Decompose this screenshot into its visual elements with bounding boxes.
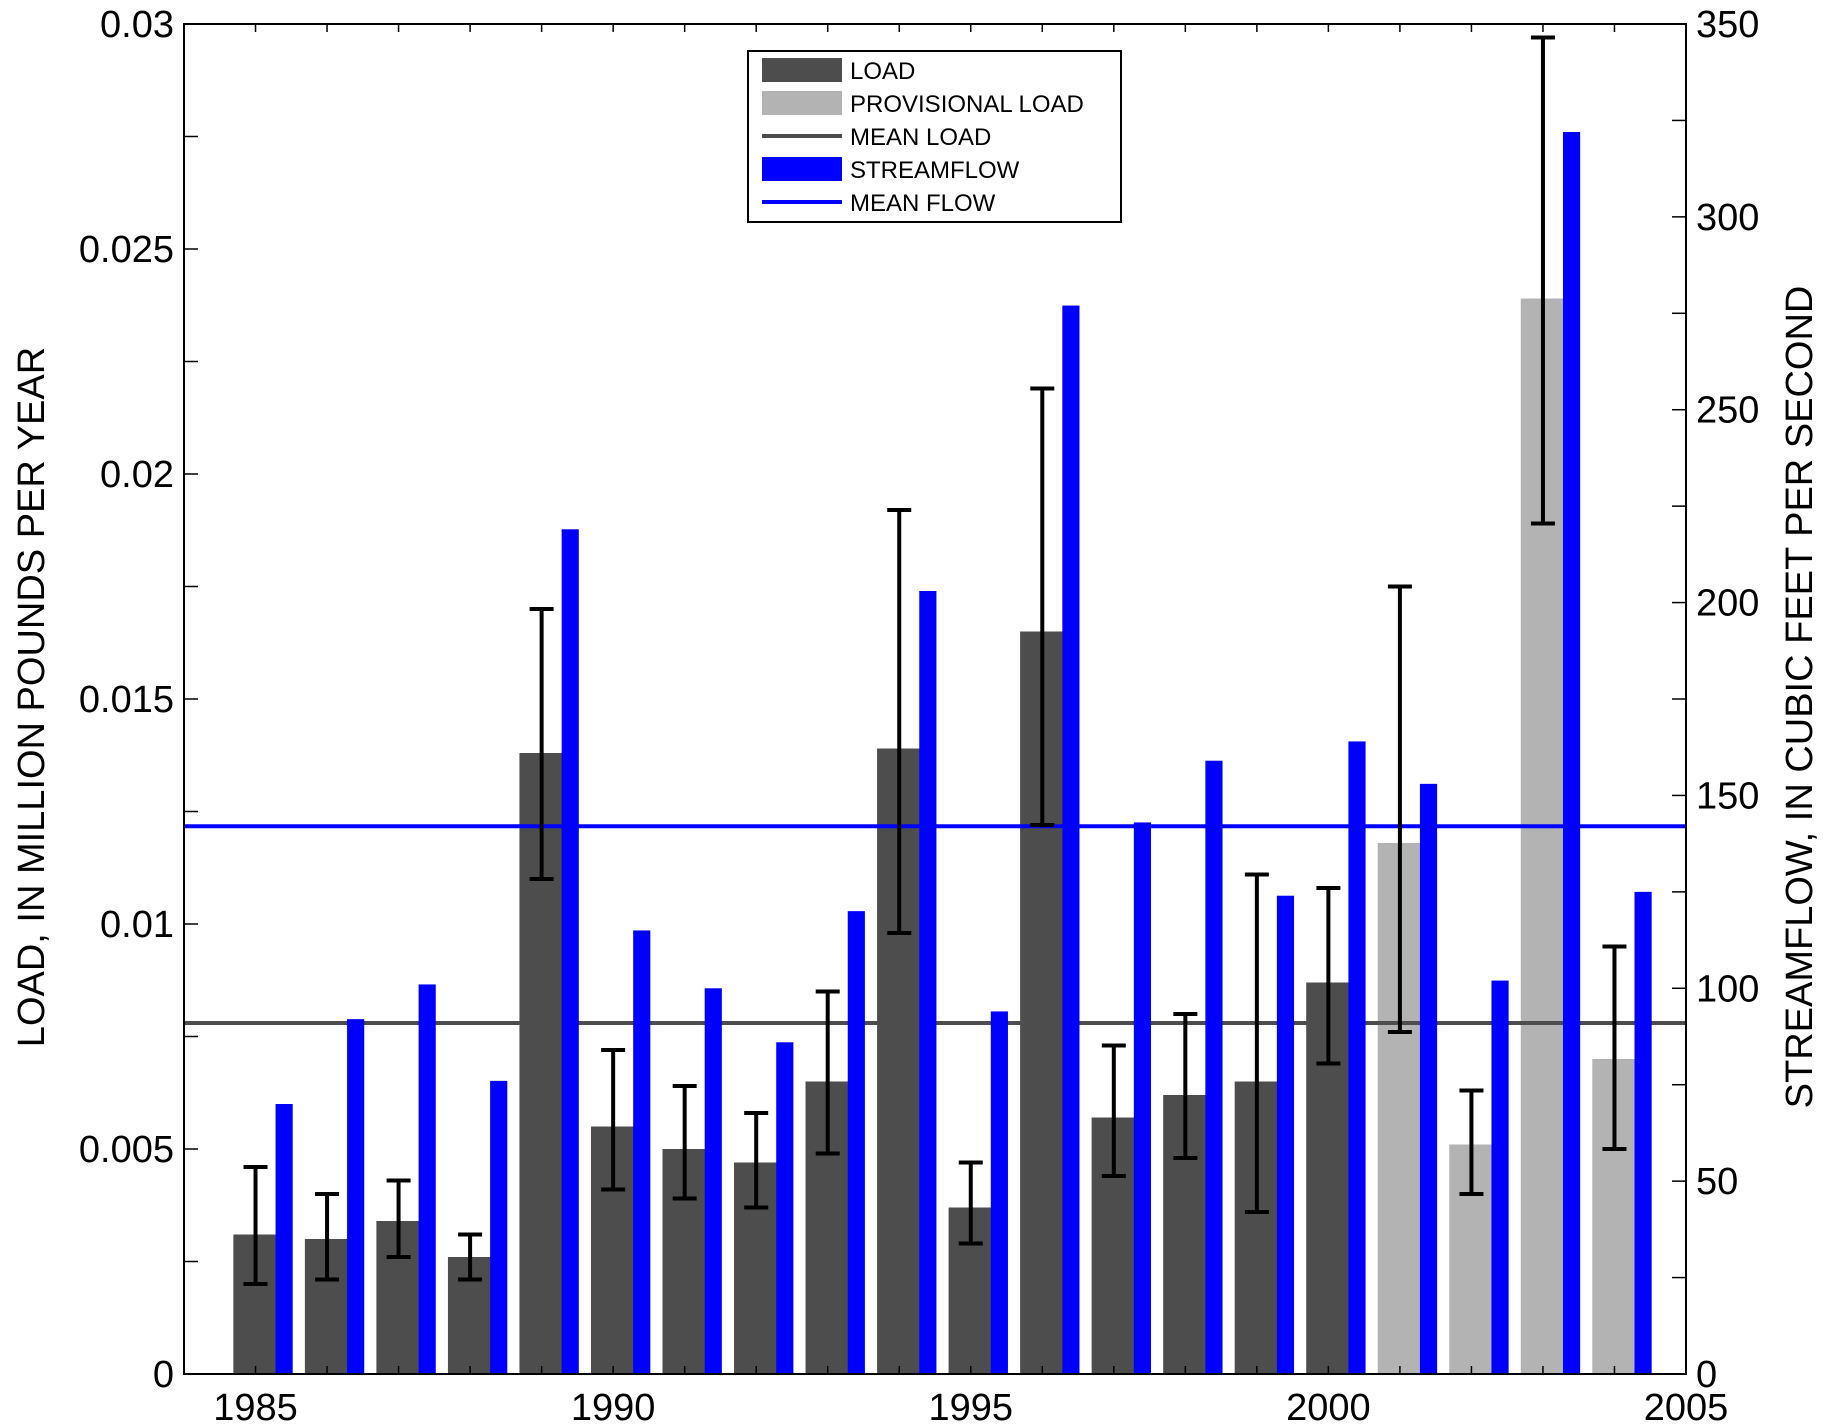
streamflow-bar <box>704 988 722 1374</box>
streamflow-bar <box>990 1011 1008 1374</box>
streamflow-bar <box>347 1019 365 1374</box>
plot-area <box>184 35 1686 1375</box>
load-error-bar <box>1030 386 1055 827</box>
legend-swatch-provisional-load <box>762 91 842 115</box>
streamflow-bar <box>418 984 436 1374</box>
y-tick-label-left: 0.01 <box>100 904 174 946</box>
axes: 1985 1990 1995 2000 200500.0050.010.0150.020… <box>79 4 1760 1427</box>
x-tick-label: 1990 <box>571 1387 656 1427</box>
streamflow-bar <box>1133 822 1152 1374</box>
x-tick-label: 2000 <box>1286 1387 1371 1427</box>
load-error-bar <box>458 1232 483 1282</box>
streamflow-bar <box>1205 760 1223 1374</box>
load-error-bar <box>243 1165 268 1286</box>
y-tick-label-right: 300 <box>1696 197 1759 239</box>
load-error-bar <box>1316 886 1341 1066</box>
streamflow-bar <box>490 1080 508 1374</box>
y-tick-label-right: 150 <box>1696 775 1759 817</box>
load-error-bar <box>1530 35 1555 526</box>
y-tick-label-left: 0.015 <box>79 679 174 721</box>
y-tick-label-left: 0.02 <box>100 454 174 496</box>
legend-label-streamflow: STREAMFLOW <box>850 157 1020 184</box>
load-error-bar <box>315 1192 340 1282</box>
streamflow-bar <box>561 529 579 1374</box>
streamflow-bar <box>776 1042 794 1374</box>
streamflow-bar <box>633 930 651 1374</box>
load-error-bar <box>1602 944 1627 1151</box>
load-error-bar <box>601 1048 626 1192</box>
x-tick-label: 1985 <box>213 1387 298 1427</box>
legend-label-mean-load: MEAN LOAD <box>850 124 991 151</box>
load-error-bar <box>1101 1043 1126 1178</box>
streamflow-bar <box>1634 891 1652 1374</box>
load-error-bar <box>958 1160 983 1246</box>
load-error-bar <box>815 989 840 1156</box>
y-tick-label-right: 0 <box>1696 1354 1717 1396</box>
streamflow-bar <box>1062 305 1080 1375</box>
load-error-bar <box>672 1084 697 1201</box>
streamflow-bar <box>847 911 865 1374</box>
load-error-bar <box>1173 1012 1198 1160</box>
y-tick-label-right: 50 <box>1696 1161 1738 1203</box>
legend-label-mean-flow: MEAN FLOW <box>850 190 996 217</box>
x-tick-label: 2005 <box>1644 1387 1729 1427</box>
legend-label-provisional-load: PROVISIONAL LOAD <box>850 91 1084 118</box>
y-tick-label-left: 0 <box>153 1354 174 1396</box>
y-tick-label-left: 0.03 <box>100 4 174 46</box>
y-tick-label-left: 0.005 <box>79 1129 174 1171</box>
y-tick-label-right: 250 <box>1696 390 1759 432</box>
load-error-bar <box>887 508 912 935</box>
load-error-bar <box>744 1111 769 1210</box>
y-axis-title-left: LOAD, IN MILLION POUNDS PER YEAR <box>11 347 53 1047</box>
streamflow-bar <box>1348 741 1366 1374</box>
streamflow-bar <box>1419 783 1438 1374</box>
streamflow-bar <box>1491 980 1509 1374</box>
x-tick-label: 1995 <box>928 1387 1013 1427</box>
y-tick-label-right: 100 <box>1696 968 1759 1010</box>
y-axis-title-right: STREAMFLOW, IN CUBIC FEET PER SECOND <box>1779 286 1821 1109</box>
legend-swatch-streamflow <box>762 157 842 181</box>
streamflow-bar <box>919 591 937 1374</box>
streamflow-bar <box>275 1104 293 1374</box>
load-error-bar <box>1244 872 1269 1214</box>
y-tick-label-right: 350 <box>1696 4 1759 46</box>
streamflow-bar <box>1276 895 1295 1374</box>
load-error-bar <box>1387 584 1412 1034</box>
y-tick-label-left: 0.025 <box>79 229 174 271</box>
y-tick-label-right: 200 <box>1696 583 1759 625</box>
streamflow-bar <box>1562 132 1581 1374</box>
legend: LOAD PROVISIONAL LOAD MEAN LOAD STREAMFL… <box>747 50 1122 223</box>
legend-swatch-load <box>762 58 842 82</box>
load-error-bar <box>386 1178 411 1259</box>
load-error-bar <box>1459 1088 1484 1196</box>
legend-label-load: LOAD <box>850 58 915 85</box>
load-error-bar <box>529 607 554 881</box>
